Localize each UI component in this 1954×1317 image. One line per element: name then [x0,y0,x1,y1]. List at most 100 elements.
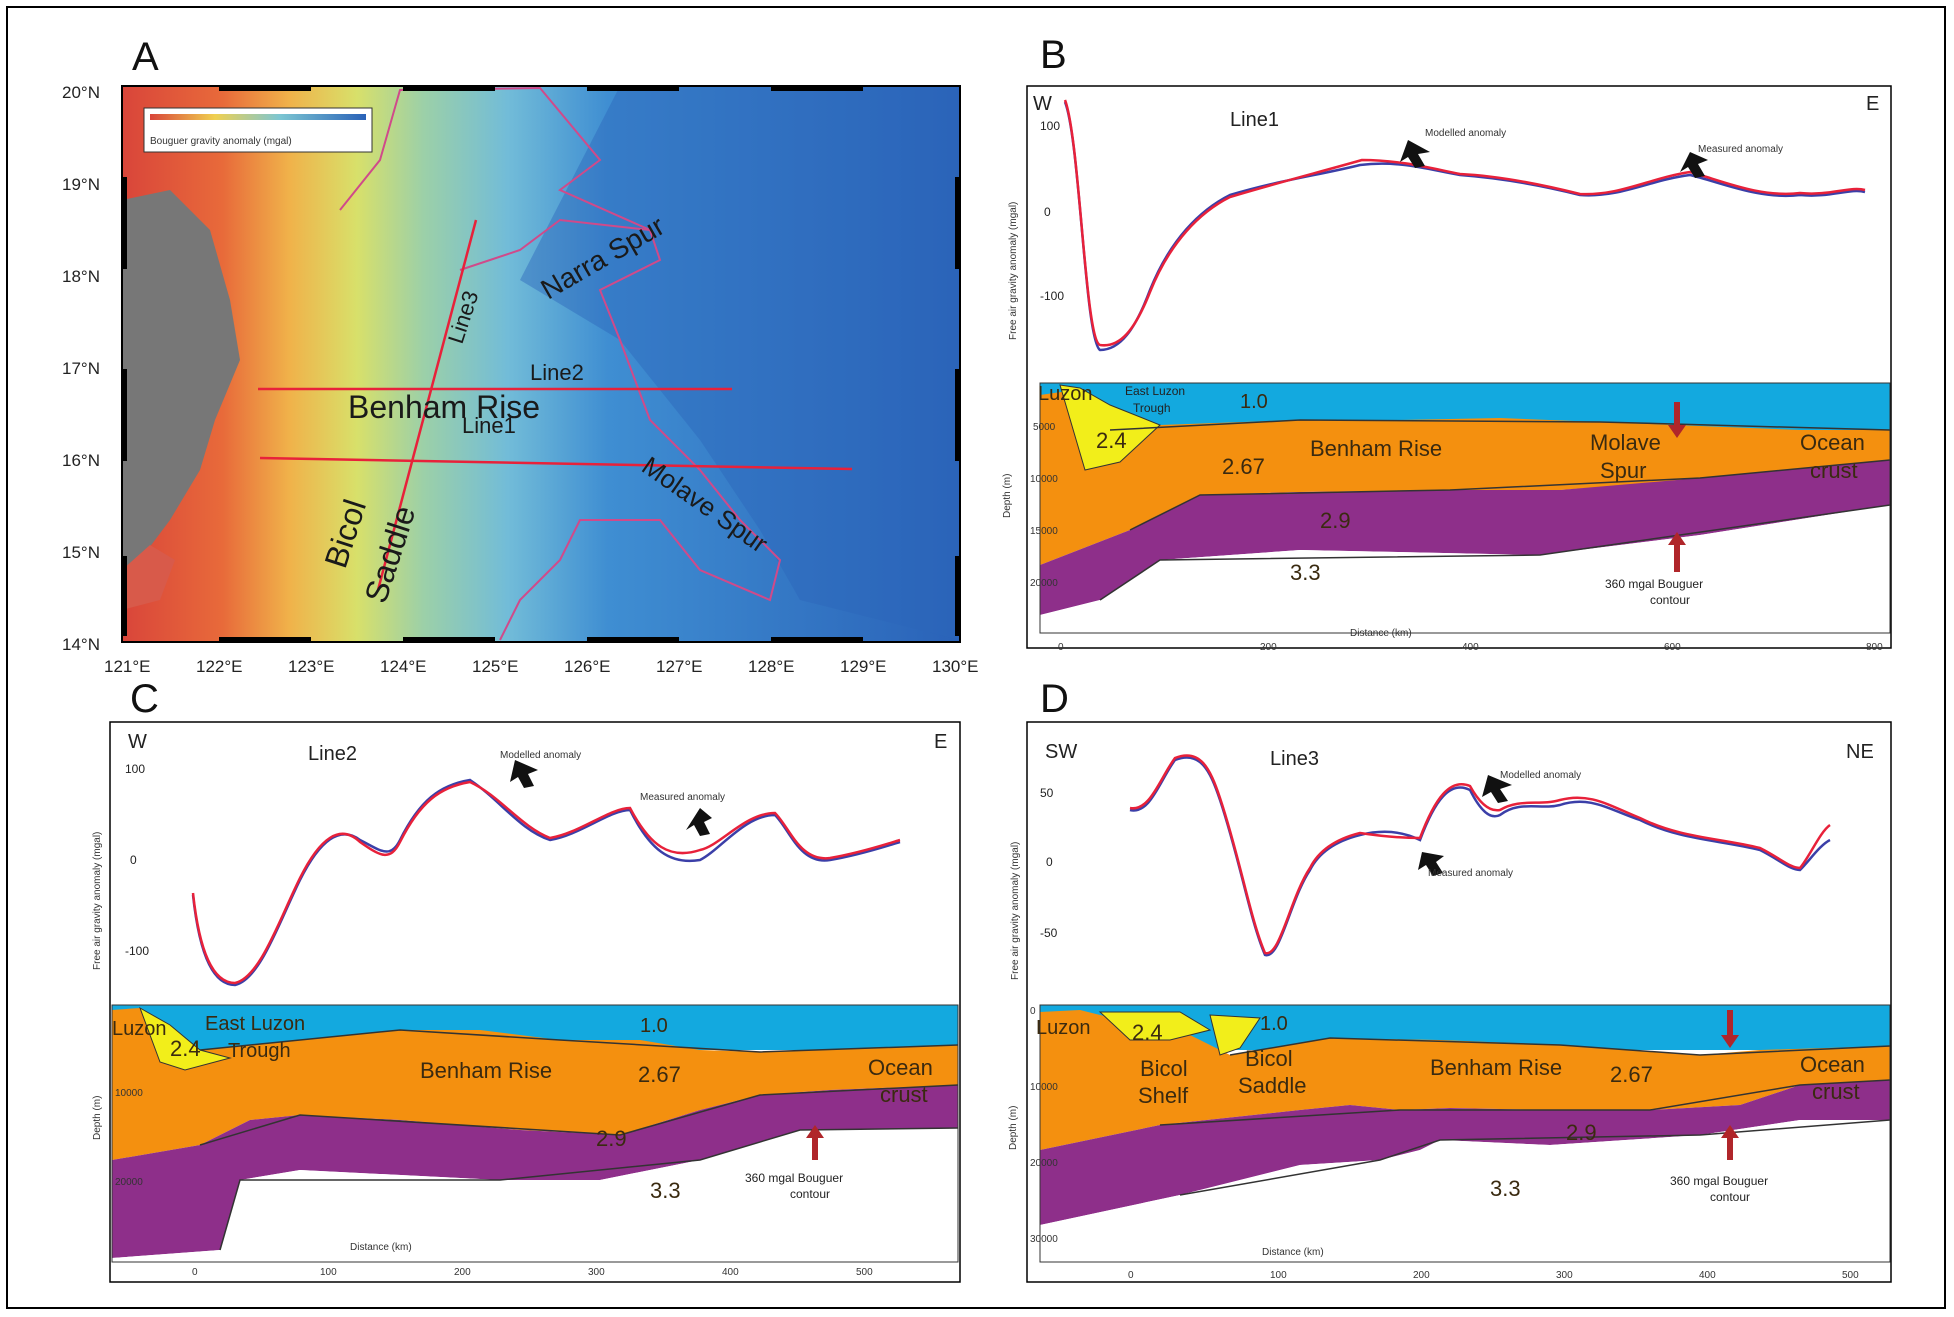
panels-c-xticks-0-text: 0 [192,1267,198,1278]
panels-c-yticks_top-2-text: -100 [125,944,149,958]
panels-c-ylabel_top-text: Free air gravity anomaly (mgal) [92,832,103,970]
panels-b-ylabel_top-text: Free air gravity anomaly (mgal) [1008,202,1019,340]
panels-c-bouguer-1-text: contour [790,1187,830,1201]
panels-a-legend_title-text: Bouguer gravity anomaly (mgal) [150,136,292,147]
panels-a-lat_labels-1-text: 19°N [62,175,100,194]
line3-density-model: Luzon 2.4 1.0 Bicol Shelf Bicol Saddle B… [1008,1004,1891,1281]
modelled-curve [191,780,901,985]
panel-d-letter: D [1040,677,1069,721]
panels-d-xticks-1-text: 100 [1270,1270,1287,1281]
panels-a-lat_labels-0-text: 20°N [62,83,100,102]
panels-c-layers-trough-0-text: East Luzon [205,1013,305,1035]
panels-c-west-text: W [128,731,147,753]
panels-b-layers-ocean-1-text: crust [1810,458,1858,483]
panels-d-yticks_top-1-text: 0 [1046,855,1053,869]
panels-c-modelled-text: Modelled anomaly [500,750,581,761]
panel-a-map: A Bouguer gravity anomaly (mgal) 20° [62,35,979,676]
panels-a-lon_labels-8-text: 129°E [840,657,887,676]
panels-b-yticks_top-2-text: -100 [1040,289,1064,303]
panels-b-layers-trough-1-text: Trough [1133,401,1171,415]
panels-d-layers-d267-text: 2.67 [1610,1062,1653,1087]
measured-arrow-icon [1680,152,1708,178]
panels-d-line-text: Line3 [1270,748,1319,770]
panels-c-yticks_top-0-text: 100 [125,762,145,776]
panel-b-line1: B W E Line1 100 0 -100 Free air gravity … [1002,33,1892,653]
panels-b-yticks_top-1-text: 0 [1044,205,1051,219]
panels-d-layers-d10-text: 1.0 [1260,1013,1288,1035]
figure-frame [6,6,1946,1309]
bouguer-arrow-top-icon [1668,402,1686,438]
panels-d-layers-d33-text: 3.3 [1490,1176,1521,1201]
panels-b-layers-d24-text: 2.4 [1096,428,1127,453]
panels-b-layers-ocean-0-text: Ocean [1800,430,1865,455]
panels-d-yticks_top-0-text: 50 [1040,786,1054,800]
panels-d-xticks-5-text: 500 [1842,1270,1859,1281]
panel-d-line3: D SW NE Line3 50 0 -50 Free air gravity … [1008,677,1892,1283]
panels-c-layers-luzon-text: Luzon [112,1018,167,1040]
panels-c-layers-d24-text: 2.4 [170,1036,201,1061]
modelled-arrow-icon [1400,140,1430,168]
panels-b-xlabel-text: Distance (km) [1350,628,1412,639]
panels-b-measured-text: Measured anomaly [1698,144,1783,155]
panels-b-xticks-2-text: 400 [1462,642,1479,653]
panels-c-layers-trough-1-text: Trough [228,1040,291,1062]
panels-d-xticks-0-text: 0 [1128,1270,1134,1281]
profile-line-3 [376,219,478,591]
panels-d-ylabel_top-text: Free air gravity anomaly (mgal) [1010,842,1021,980]
panels-b-layers-d29-text: 2.9 [1320,508,1351,533]
panels-a-lon_labels-1-text: 122°E [196,657,243,676]
panels-c-layers-ocean-1-text: crust [880,1082,928,1107]
panels-a-lon_labels-9-text: 130°E [932,657,979,676]
panels-c-xticks-3-text: 300 [588,1267,605,1278]
panels-d-layers-shelf-0-text: Bicol [1140,1056,1188,1081]
panels-b-layers-trough-0-text: East Luzon [1125,384,1185,398]
panels-b-layers-molave-1-text: Spur [1600,458,1646,483]
panels-b-layers-d10-text: 1.0 [1240,391,1268,413]
panels-a-lon_labels-7-text: 128°E [748,657,795,676]
map-frame-bars [122,86,960,642]
panels-b-modelled-text: Modelled anomaly [1425,128,1506,139]
lon-labels: 121°E 122°E 123°E 124°E 125°E 126°E 127°… [104,657,979,676]
panels-c-line-text: Line2 [308,743,357,765]
bouguer-arrow-top-icon [1721,1010,1739,1048]
panels-d-yticks_bottom-2-text: 20000 [1030,1158,1058,1169]
panels-d-layers-shelf-1-text: Shelf [1138,1083,1189,1108]
panels-a-lon_labels-3-text: 124°E [380,657,427,676]
measured-arrow-icon [686,808,712,836]
panels-d-yticks_bottom-0-text: 0 [1030,1006,1036,1017]
panels-c-layers-ocean-0-text: Ocean [868,1055,933,1080]
panel-c-letter: C [130,677,159,721]
measured-curve [1063,101,1866,352]
panels-b-yticks_top-0-text: 100 [1040,119,1060,133]
panels-d-xlabel-text: Distance (km) [1262,1247,1324,1258]
panels-c-layers-d29-text: 2.9 [596,1126,627,1151]
panels-d-layers-d24-text: 2.4 [1132,1020,1163,1045]
panels-c-layers-d267-text: 2.67 [638,1062,681,1087]
panels-c-yticks_top-1-text: 0 [130,853,137,867]
panels-c-xticks-5-text: 500 [856,1267,873,1278]
panels-d-layers-benham-text: Benham Rise [1430,1055,1562,1080]
bouguer-arrow-bottom-icon [1721,1125,1739,1160]
panels-b-east-text: E [1866,93,1879,115]
panels-c-layers-benham-text: Benham Rise [420,1058,552,1083]
bouguer-contour-line [339,86,782,641]
panel-a-letter: A [132,35,159,79]
panels-b-yticks_bottom-2-text: 10000 [1030,474,1058,485]
panels-d-xticks-4-text: 400 [1699,1270,1716,1281]
line1-density-model: Luzon East Luzon Trough 1.0 2.4 2.67 Ben… [1002,382,1891,653]
panels-a-lon_labels-6-text: 127°E [656,657,703,676]
panels-a-lon_labels-2-text: 123°E [288,657,335,676]
panels-d-layers-saddle-0-text: Bicol [1245,1046,1293,1071]
map-legend: Bouguer gravity anomaly (mgal) [143,107,373,153]
legend-colorbar [150,114,366,120]
panels-d-yticks_top-2-text: -50 [1040,926,1058,940]
panels-b-xticks-4-text: 800 [1866,642,1883,653]
panels-c-xlabel-text: Distance (km) [350,1242,412,1253]
modelled-arrow-icon [510,760,538,788]
panels-b-layers-luzon-text: Luzon [1038,383,1093,405]
panels-b-xticks-0-text: 0 [1058,642,1064,653]
panels-c-yticks_bottom-0-text: 10000 [115,1088,143,1099]
panels-a-lat_labels-3-text: 17°N [62,359,100,378]
panels-a-lon_labels-4-text: 125°E [472,657,519,676]
